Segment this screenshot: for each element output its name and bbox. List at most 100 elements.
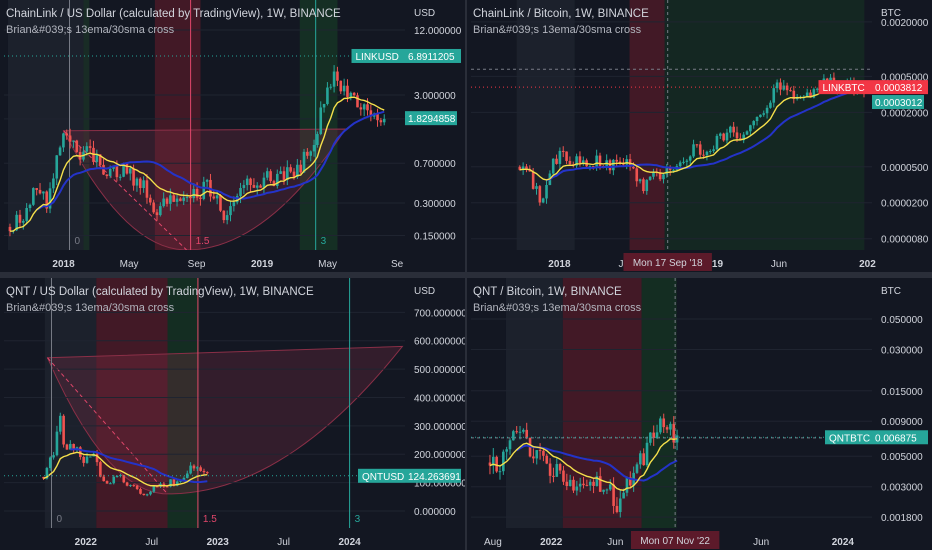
candle-body bbox=[312, 144, 316, 152]
candle-body bbox=[349, 92, 353, 97]
candle-body bbox=[245, 178, 249, 186]
candle-body bbox=[538, 186, 542, 203]
candle-body bbox=[615, 159, 618, 162]
marker-label: 1.5 bbox=[203, 514, 217, 525]
candle-body bbox=[649, 432, 652, 443]
chart-panel-qntusd[interactable]: QNT / US Dollar (calculated by TradingVi… bbox=[0, 278, 465, 550]
candle-body bbox=[495, 456, 498, 472]
currency-label: BTC bbox=[881, 286, 901, 297]
candle-body bbox=[531, 171, 535, 189]
candle-body bbox=[652, 432, 655, 438]
chart-title: ChainLink / Bitcoin, 1W, BINANCE bbox=[473, 8, 649, 20]
candle-body bbox=[165, 486, 169, 488]
y-tick-label: 0.030000 bbox=[881, 345, 923, 356]
candle-body bbox=[712, 149, 715, 152]
candle-body bbox=[192, 188, 196, 199]
candle-body bbox=[125, 482, 129, 486]
candle-body bbox=[622, 492, 625, 499]
background-zone bbox=[167, 278, 200, 528]
candle-body bbox=[558, 150, 562, 164]
candle-body bbox=[785, 85, 789, 91]
candle-body bbox=[755, 116, 759, 122]
chart-panel-linkbtc[interactable]: ChainLink / Bitcoin, 1W, BINANCE Brian&#… bbox=[467, 0, 932, 272]
background-zone bbox=[505, 278, 563, 528]
candle-body bbox=[505, 449, 508, 452]
candle-body bbox=[809, 92, 812, 98]
candle-body bbox=[199, 197, 202, 199]
candle-body bbox=[362, 104, 366, 110]
candle-body bbox=[558, 464, 562, 471]
candle-body bbox=[155, 212, 159, 216]
candle-body bbox=[142, 493, 146, 495]
candle-body bbox=[322, 103, 326, 108]
symbol-tag bbox=[351, 48, 405, 63]
candle-body bbox=[225, 215, 229, 221]
candle-body bbox=[645, 179, 649, 192]
y-tick-label: 0.700000 bbox=[414, 159, 456, 170]
candle-body bbox=[122, 475, 126, 483]
symbol-tag-text: QNTUSD bbox=[362, 472, 404, 483]
candle-body bbox=[128, 168, 132, 174]
candle-body bbox=[179, 480, 182, 482]
candle-body bbox=[769, 102, 772, 108]
candle-body bbox=[698, 144, 702, 155]
candle-body bbox=[302, 151, 306, 173]
y-tick-label: 200.000000 bbox=[414, 450, 465, 461]
candle-body bbox=[105, 174, 109, 177]
candle-body bbox=[185, 196, 189, 198]
candle-body bbox=[745, 131, 749, 135]
candle-body bbox=[326, 87, 329, 104]
value-tag-text: 0.0003012 bbox=[875, 98, 923, 109]
candle-body bbox=[575, 486, 579, 491]
candle-body bbox=[132, 168, 135, 186]
candle-body bbox=[175, 481, 179, 486]
candle-body bbox=[265, 171, 269, 178]
candle-body bbox=[242, 185, 246, 188]
candle-body bbox=[18, 214, 22, 223]
candle-body bbox=[618, 161, 622, 163]
candle-body bbox=[75, 447, 79, 449]
candle-body bbox=[725, 132, 729, 141]
value-tag bbox=[405, 111, 457, 126]
candle-body bbox=[95, 154, 99, 162]
candle-body bbox=[172, 479, 176, 486]
candle-body bbox=[202, 470, 206, 473]
candle-body bbox=[498, 471, 502, 473]
price-tag-text: 6.8911205 bbox=[408, 52, 455, 63]
y-tick-label: 0.000000 bbox=[414, 507, 456, 518]
panel-divider-horizontal[interactable] bbox=[0, 272, 932, 278]
candle-body bbox=[85, 456, 89, 463]
candle-body bbox=[149, 491, 152, 495]
candle-body bbox=[138, 178, 142, 189]
candle-body bbox=[52, 178, 55, 189]
candle-body bbox=[342, 85, 346, 92]
symbol-tag bbox=[818, 80, 872, 95]
candle-body bbox=[62, 415, 65, 445]
candle-body bbox=[58, 415, 62, 432]
chart-panel-linkusd[interactable]: ChainLink / US Dollar (calculated by Tra… bbox=[0, 0, 465, 272]
y-tick-label: 100.000000 bbox=[414, 479, 465, 490]
candle-body bbox=[635, 168, 639, 182]
candle-body bbox=[15, 214, 18, 231]
candle-body bbox=[279, 171, 282, 174]
y-tick-label: 600.000000 bbox=[414, 337, 465, 348]
candle-body bbox=[65, 133, 69, 136]
candle-body bbox=[642, 453, 645, 466]
marker-label: 0 bbox=[56, 514, 62, 525]
chart-panel-qntbtc[interactable]: QNT / Bitcoin, 1W, BINANCE Brian&#039;s … bbox=[467, 278, 932, 550]
candle-body bbox=[702, 154, 705, 156]
candle-body bbox=[346, 85, 349, 97]
y-tick-label: 0.001800 bbox=[881, 513, 923, 524]
candle-body bbox=[299, 164, 302, 173]
y-tick-label: 400.000000 bbox=[414, 393, 465, 404]
candle-body bbox=[132, 485, 136, 487]
candle-body bbox=[665, 168, 669, 175]
candle-body bbox=[306, 151, 309, 156]
candle-body bbox=[749, 125, 752, 132]
candle-body bbox=[682, 161, 685, 163]
candle-body bbox=[561, 150, 565, 152]
y-tick-label: 0.009000 bbox=[881, 417, 923, 428]
candle-body bbox=[581, 160, 585, 164]
candle-body bbox=[662, 418, 666, 428]
